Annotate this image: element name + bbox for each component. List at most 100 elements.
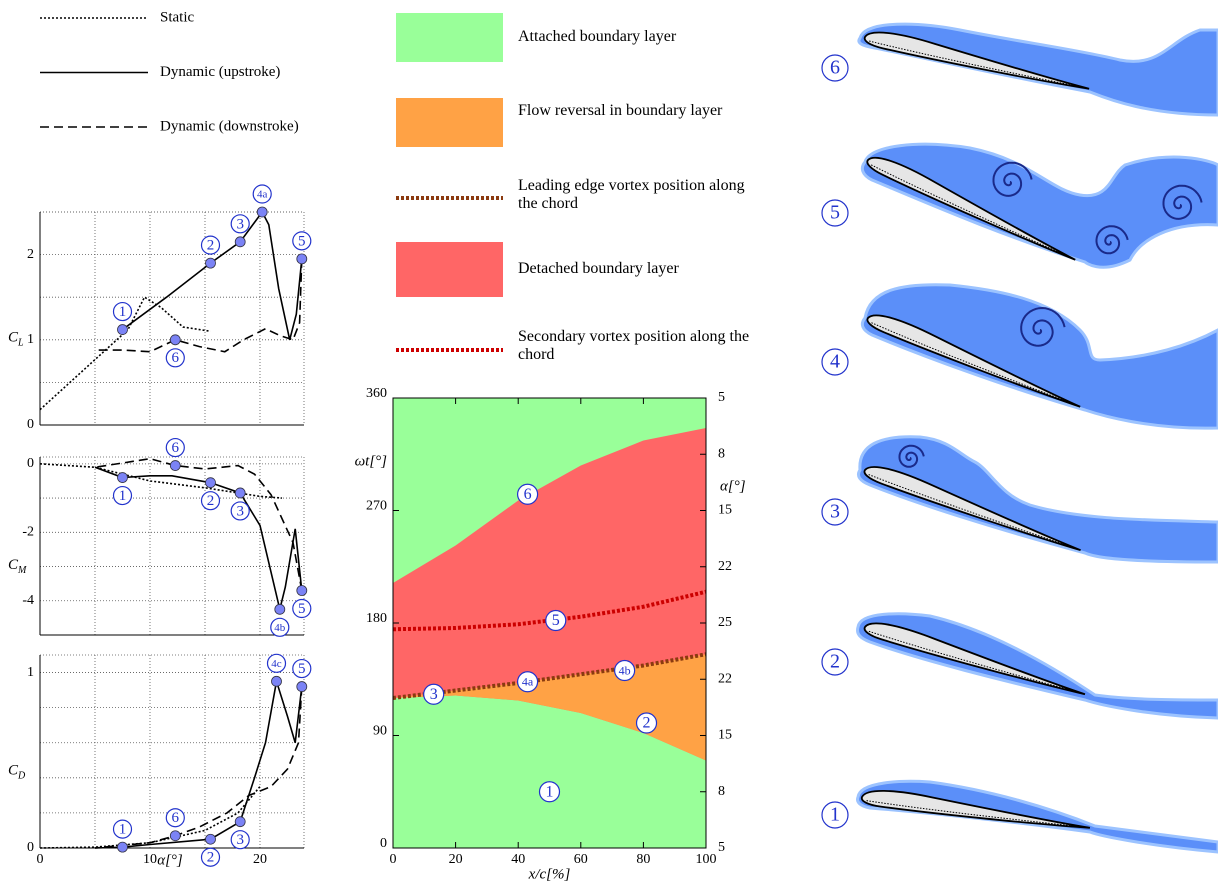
y2-tick-label: 22 <box>718 671 732 686</box>
point-label: 6 <box>172 440 180 456</box>
point-label: 5 <box>298 661 306 677</box>
y-axis-label: CL <box>8 330 24 349</box>
legend-label: Dynamic (downstroke) <box>160 118 299 134</box>
point <box>235 817 245 827</box>
y-tick-label: 90 <box>373 724 387 739</box>
x-axis-label: α[°] <box>157 852 183 868</box>
flow-envelope <box>858 614 1218 718</box>
series-line <box>40 464 282 498</box>
y-tick-label: -2 <box>22 525 34 540</box>
x-tick-label: 0 <box>37 852 44 867</box>
y2-tick-label: 22 <box>718 559 732 574</box>
point-label: 5 <box>298 601 306 617</box>
y-tick-label: 0 <box>27 417 34 432</box>
airfoil-diagrams <box>858 24 1218 852</box>
point <box>235 237 245 247</box>
legend-label: Static <box>160 9 195 25</box>
point <box>297 586 307 596</box>
y-tick-label: -4 <box>22 593 34 608</box>
point <box>297 682 307 692</box>
point-label: 2 <box>207 850 215 866</box>
point-label: 6 <box>172 810 180 826</box>
x-tick-label: 40 <box>511 852 525 867</box>
point-label: 6 <box>172 350 180 366</box>
point <box>170 335 180 345</box>
y-tick-label: 0 <box>27 840 34 855</box>
legend-text: Attached boundary layer <box>518 28 758 46</box>
y-tick-label: 180 <box>366 611 387 626</box>
stage-label: 3 <box>830 501 840 523</box>
flow-envelope <box>862 285 1218 429</box>
stage-label: 6 <box>830 57 840 79</box>
point <box>206 258 216 268</box>
y-axis-label-sub: L <box>17 338 24 349</box>
y-tick-label: 0 <box>27 456 34 471</box>
y-tick-label: 1 <box>27 332 34 347</box>
point-label: 3 <box>236 216 244 232</box>
chart: StaticDynamic (upstroke)Dynamic (downstr… <box>0 0 1218 883</box>
legend-text: Detached boundary layer <box>518 260 758 278</box>
plot-frame <box>40 212 304 425</box>
point-label: 3 <box>236 503 244 519</box>
y2-tick-label: 8 <box>718 446 725 461</box>
point-label: 5 <box>552 612 560 629</box>
stage-label: 5 <box>830 202 840 224</box>
y-tick-label: 0 <box>380 836 387 851</box>
point <box>206 834 216 844</box>
legend-text: Secondary vortex position along the chor… <box>518 328 758 364</box>
y2-tick-label: 5 <box>718 390 725 405</box>
legend-swatch <box>396 242 503 297</box>
point <box>118 842 128 852</box>
legend-text: Flow reversal in boundary layer <box>518 102 758 120</box>
x-tick-label: 60 <box>574 852 588 867</box>
stage-label: 4 <box>830 351 840 373</box>
point <box>206 478 216 488</box>
point <box>118 473 128 483</box>
y-tick-label: 270 <box>366 499 387 514</box>
stage-label: 1 <box>830 804 840 826</box>
y-axis-label-sub: M <box>17 565 27 576</box>
point-label: 1 <box>546 783 554 800</box>
x-tick-label: 20 <box>449 852 463 867</box>
legend-swatch <box>396 13 503 62</box>
point <box>170 461 180 471</box>
y-tick-label: 360 <box>366 386 387 401</box>
y2-tick-label: 8 <box>718 784 725 799</box>
y2-tick-label: 15 <box>718 728 732 743</box>
point-label: 4c <box>271 658 282 670</box>
point <box>235 488 245 498</box>
y-axis-label-sub: D <box>17 771 26 782</box>
point-label: 4a <box>257 189 268 201</box>
point-label: 4a <box>522 675 534 689</box>
series-line <box>123 212 302 340</box>
y2-tick-label: 5 <box>718 840 725 855</box>
point-label: 3 <box>430 686 438 703</box>
x-tick-label: 0 <box>390 852 397 867</box>
y-tick-label: 1 <box>27 665 34 680</box>
point-label: 6 <box>524 486 532 503</box>
flow-envelope <box>862 144 1218 267</box>
legend-text: Leading edge vortex position along the c… <box>518 177 758 213</box>
x-tick-label: 20 <box>253 852 267 867</box>
point-label: 4b <box>274 622 286 634</box>
legend-swatch <box>396 98 503 147</box>
stage-label: 2 <box>830 651 840 673</box>
x-tick-label: 100 <box>696 852 717 867</box>
point <box>257 207 267 217</box>
y2-tick-label: 15 <box>718 503 732 518</box>
y-tick-label: 2 <box>27 247 34 262</box>
y2-tick-label: 25 <box>718 615 732 630</box>
figure: StaticDynamic (upstroke)Dynamic (downstr… <box>0 0 1218 883</box>
point <box>275 604 285 614</box>
y-axis-label: CD <box>8 763 26 782</box>
x-axis-label: x/c[%] <box>528 866 571 882</box>
point-label: 1 <box>119 822 127 838</box>
y-axis-label: CM <box>8 557 27 576</box>
x-tick-label: 80 <box>636 852 650 867</box>
x-tick-label: 10 <box>143 852 157 867</box>
point-label: 4b <box>619 663 631 677</box>
point <box>118 325 128 335</box>
point-label: 2 <box>207 493 215 509</box>
flow-envelope <box>858 781 1218 852</box>
y2-axis-label: α[°] <box>720 478 746 494</box>
